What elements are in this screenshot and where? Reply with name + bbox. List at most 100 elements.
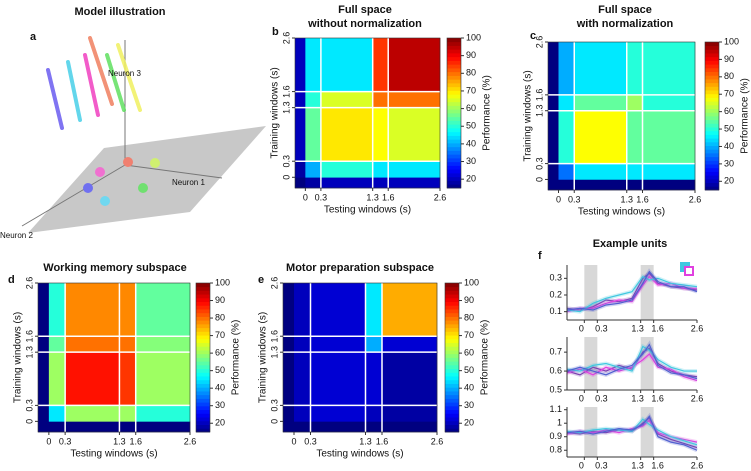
colorbar-swatch [705,108,719,113]
x-tick-label: 2.6 [691,460,704,470]
model-illustration [21,36,266,233]
y-tick-label: 0.3 [281,155,291,168]
colorbar-swatch [196,372,210,377]
colorbar-swatch [705,71,719,76]
colorbar-swatch [705,156,719,161]
heatmap-cell [382,405,438,422]
heatmap-cell [548,42,559,96]
heatmap-cell [283,336,295,353]
colorbar-swatch [196,305,210,310]
colorbar-swatch [445,398,459,403]
heatmap-cell [558,179,575,191]
heatmap-cell [48,352,66,406]
heatmap-cell [388,38,441,92]
x-tick-label: 1.6 [636,194,649,204]
colorbar-label: Performance (%) [482,75,493,151]
x-tick-label: 0 [579,460,584,470]
panel-label: d [8,274,15,286]
colorbar-swatch [447,94,461,99]
heatmap-cell [65,336,120,353]
colorbar-swatch [705,130,719,135]
heatmap-cell [295,91,306,108]
series-line [566,415,698,451]
x-tick-label: 0 [46,436,51,446]
heatmap-cell [365,336,383,353]
y-tick-label: 2.6 [534,36,544,49]
heatmap-cell [305,91,322,108]
colorbar-swatch [196,424,210,429]
heatmap-cell [283,283,295,337]
colorbar-swatch [445,338,459,343]
colorbar-tick-label: 70 [215,330,225,340]
y-axis-label: Training windows (s) [270,67,281,158]
y-tick-label: 1.3 [269,346,279,359]
x-tick-label: 0 [579,393,584,403]
x-tick-label: 1.3 [359,436,372,446]
heatmap-cell [65,283,120,337]
colorbar-swatch [196,309,210,314]
colorbar-swatch [705,127,719,132]
series-line [566,418,698,446]
colorbar-swatch [447,75,461,80]
colorbar-swatch [705,49,719,54]
colorbar-swatch [445,301,459,306]
y-axis-label: Training windows (s) [258,312,269,403]
y-tick-label: 0 [281,175,291,180]
colorbar-swatch [447,101,461,106]
colorbar-swatch [196,405,210,411]
epoch-shade [584,337,598,390]
x-tick-label: 0 [291,436,296,446]
colorbar-swatch [447,90,461,95]
colorbar-swatch [445,394,459,399]
colorbar-swatch [445,364,459,370]
colorbar-swatch [445,376,459,381]
colorbar-swatch [445,312,459,317]
colorbar-swatch [447,180,461,185]
colorbar-label: Performance (%) [740,78,751,154]
colorbar-swatch [445,346,459,351]
x-tick-label: 2.6 [184,436,197,446]
heatmap-cell [382,336,438,353]
y-tick-label: 1.3 [24,346,34,359]
heatmap-cell [135,283,191,337]
axis-name: Neuron 3 [108,69,141,78]
heatmap-cell [548,94,559,112]
heatmap-cell [310,336,366,353]
y-tick-label: 2.6 [269,277,279,290]
x-tick-label: 2.6 [689,194,702,204]
axis-name: Neuron 2 [0,231,33,240]
colorbar-swatch [196,387,210,392]
heatmap-cell [135,405,191,422]
y-tick-label: 0.9 [549,431,562,441]
colorbar-tick-label: 80 [724,71,734,81]
colorbar-swatch [705,45,719,50]
colorbar-swatch [447,150,461,155]
colorbar-swatch [196,379,210,384]
heatmap-cell [320,161,373,178]
heatmap-cell [65,421,120,433]
series-line [566,345,697,372]
colorbar-swatch [196,335,210,340]
colorbar-swatch [705,149,719,154]
colorbar-swatch [445,297,459,303]
colorbar-tick-label: 60 [215,347,225,357]
colorbar-tick-label: 30 [466,156,476,166]
colorbar-swatch [705,186,719,191]
x-tick-label: 2.6 [691,323,704,333]
colorbar-tick-label: 100 [466,32,481,42]
x-tick-label: 1.3 [631,393,644,403]
colorbar-swatch [445,290,459,295]
heatmap-cell [558,42,575,96]
colorbar-swatch [196,323,210,329]
colorbar-swatch [445,387,459,392]
x-tick-label: 0.3 [568,194,581,204]
colorbar-swatch [705,82,719,87]
colorbar-label: Performance (%) [231,320,242,396]
axis-name: Neuron 1 [172,178,205,187]
colorbar-swatch [447,154,461,159]
y-tick-label: 1 [557,418,562,428]
panel-title: Full space [338,4,392,16]
colorbar-swatch [196,398,210,403]
colorbar-swatch [196,420,210,425]
colorbar-swatch [447,109,461,114]
